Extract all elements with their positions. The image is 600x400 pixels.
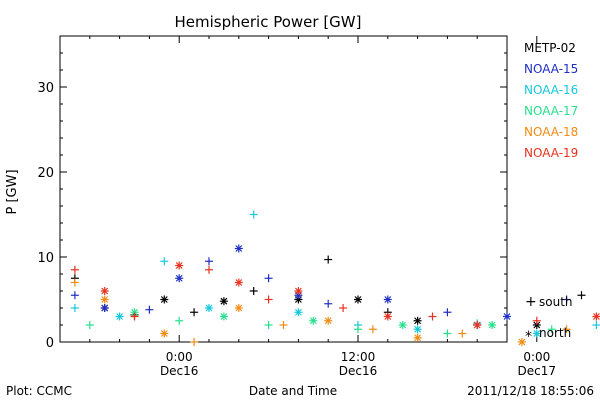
data-point-south (562, 295, 571, 304)
data-point-south (70, 278, 79, 287)
data-point-south (85, 321, 94, 329)
legend-item: NOAA-16 (524, 83, 578, 97)
data-point-south (205, 257, 213, 266)
data-point-north (532, 329, 541, 338)
data-point-south (592, 321, 600, 329)
data-point-north (219, 297, 228, 306)
data-point-north (160, 329, 169, 338)
marker-symbol: * (525, 329, 532, 345)
legend-item: METP-02 (524, 41, 576, 55)
data-point-south (249, 287, 258, 295)
data-point-north (175, 274, 184, 283)
data-point-north (234, 278, 243, 287)
y-tick-label: 0 (46, 336, 54, 351)
legend-item: NOAA-15 (524, 62, 578, 76)
data-point-south (264, 274, 273, 283)
data-point-north (383, 295, 392, 304)
data-point-south (160, 257, 169, 266)
data-point-south (264, 321, 273, 329)
data-point-north (517, 338, 526, 346)
data-point-north (234, 304, 243, 312)
x-tick-day: Dec16 (160, 364, 199, 378)
data-point-north (160, 295, 169, 304)
data-point-north (503, 312, 511, 321)
data-point-south (324, 255, 333, 264)
footer-credit: Plot: CCMC (6, 384, 72, 398)
data-point-north (413, 316, 422, 325)
marker-label: north (539, 326, 571, 340)
data-point-south (428, 312, 437, 321)
data-point-south (577, 291, 586, 300)
data-point-north (383, 312, 392, 321)
marker-symbol: + (525, 294, 537, 310)
data-point-north (100, 287, 109, 295)
footer-timestamp: 2011/12/18 18:55:06 (467, 384, 594, 398)
y-tick-label: 10 (37, 251, 54, 266)
data-point-north (398, 321, 407, 329)
data-point-south (562, 325, 571, 334)
data-point-south (70, 304, 79, 312)
data-point-south (354, 325, 362, 334)
data-point-south (70, 291, 79, 300)
data-point-north (294, 308, 303, 317)
data-point-north (175, 261, 184, 270)
marker-legend: + south * north (525, 294, 573, 345)
y-axis-label: P [GW] (5, 169, 20, 214)
data-point-south (458, 329, 467, 338)
x-axis-label: Date and Time (249, 384, 337, 398)
data-point-south (249, 210, 258, 219)
data-point-north (354, 295, 362, 304)
x-axis-ticks: 0:00Dec1612:00Dec160:00Dec1712:00Dec170:… (59, 36, 557, 378)
data-point-north (413, 333, 422, 342)
y-tick-label: 30 (37, 81, 54, 96)
data-point-south (443, 329, 452, 338)
data-point-north (413, 325, 422, 334)
plot-frame (59, 35, 508, 343)
data-point-south (130, 312, 139, 321)
data-point-south (324, 299, 333, 308)
y-tick-label: 20 (37, 166, 54, 181)
data-point-north (324, 316, 333, 325)
data-points (70, 210, 600, 346)
data-point-south (70, 265, 79, 274)
data-point-north (219, 312, 228, 321)
data-point-north (592, 312, 600, 321)
data-point-south (339, 304, 348, 312)
data-point-south (532, 316, 541, 325)
x-tick-time: 12:00 (341, 350, 376, 364)
legend-item: NOAA-18 (524, 125, 578, 139)
y-axis-ticks: 0 10 20 30 (37, 52, 507, 351)
x-tick-time: 0:00 (523, 350, 550, 364)
legend-item: NOAA-19 (524, 146, 578, 160)
legend: METP-02 NOAA-15 NOAA-16 NOAA-17 NOAA-18 NOAA-… (524, 41, 578, 160)
legend-item: NOAA-17 (524, 104, 578, 118)
data-point-south (190, 338, 199, 346)
data-point-south (368, 325, 377, 334)
data-point-south (205, 265, 213, 274)
data-point-south (190, 308, 199, 317)
x-tick-time: 0:00 (166, 350, 193, 364)
data-point-north (115, 312, 124, 321)
data-point-south (175, 316, 184, 325)
data-point-south (264, 295, 273, 304)
data-point-north (473, 321, 482, 329)
data-point-north (294, 287, 303, 295)
data-point-south (279, 321, 288, 329)
data-point-north (234, 244, 243, 253)
data-point-north (309, 316, 318, 325)
data-point-north (532, 321, 541, 329)
data-point-south (443, 308, 452, 317)
data-point-south (547, 325, 556, 334)
data-point-north (488, 321, 497, 329)
chart-title: Hemispheric Power [GW] (175, 13, 362, 31)
marker-label: south (539, 295, 573, 309)
x-tick-day: Dec16 (339, 364, 378, 378)
data-point-south (145, 305, 154, 314)
data-point-north (205, 304, 213, 312)
x-tick-day: Dec17 (518, 364, 557, 378)
data-point-north (100, 304, 109, 312)
data-point-north (100, 295, 109, 304)
